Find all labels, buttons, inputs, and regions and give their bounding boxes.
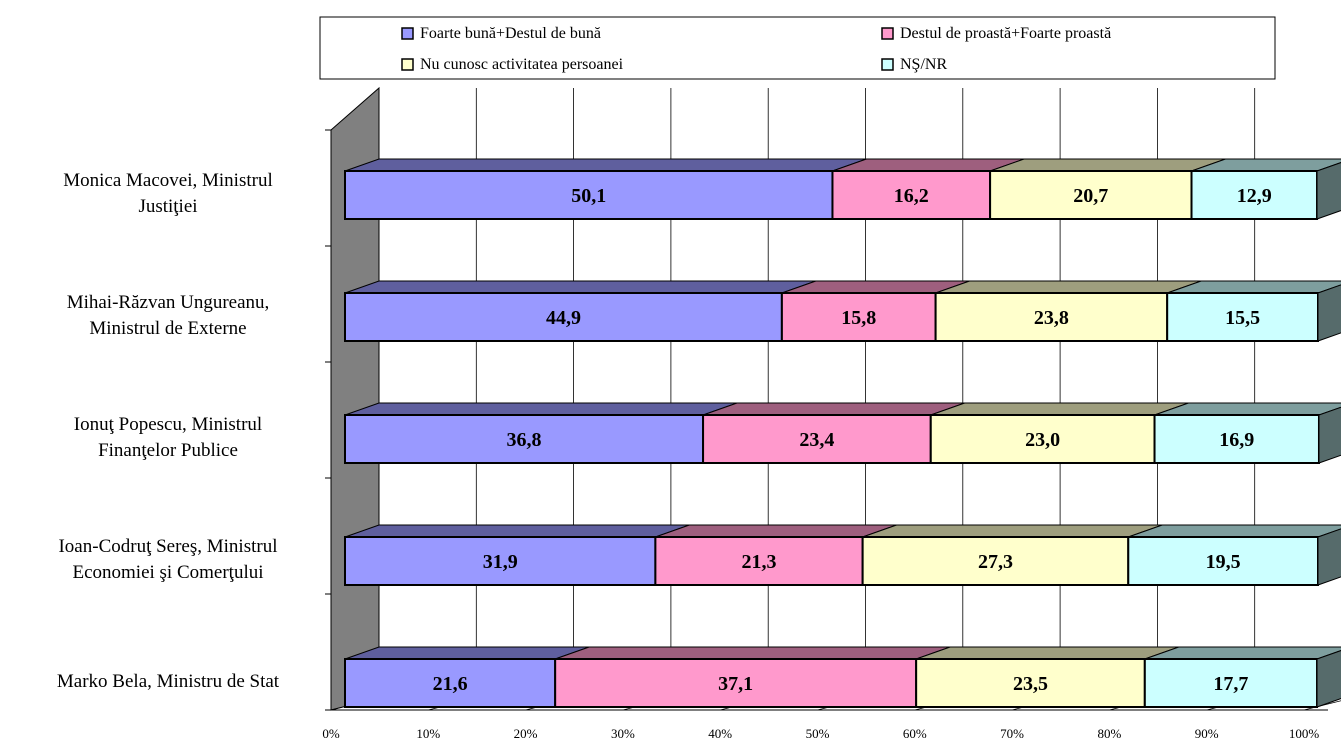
- bar-segment: [780, 292, 937, 342]
- bar-segment: [654, 536, 864, 586]
- legend-label: Destul de proastă+Foarte proastă: [900, 25, 1111, 42]
- data-label: 23,5: [1013, 673, 1048, 695]
- legend-box: [319, 16, 1276, 80]
- x-tick-label: 100%: [1289, 726, 1320, 741]
- x-tick-label: 60%: [903, 726, 927, 741]
- bar-segment: [344, 292, 783, 342]
- bar-segment: [831, 170, 992, 220]
- category-label: Justiţiei: [138, 196, 197, 217]
- bar-top-face: [555, 646, 951, 660]
- bar-top-face: [344, 158, 867, 172]
- bar-top-face: [1144, 646, 1341, 660]
- data-label: 44,9: [546, 307, 581, 329]
- bar-top-face: [862, 524, 1163, 538]
- bar-segment: [1166, 292, 1320, 342]
- x-tick-label: 20%: [514, 726, 538, 741]
- legend-swatch: [401, 58, 414, 71]
- data-label: 21,3: [742, 551, 777, 573]
- bar-top-face: [915, 646, 1179, 660]
- bar-segment: [915, 658, 1146, 708]
- bar-side-face: [1316, 162, 1341, 220]
- bar-segment: [554, 658, 918, 708]
- x-tick-label: 30%: [611, 726, 635, 741]
- category-label: Ionuţ Popescu, Ministrul: [74, 414, 262, 435]
- data-label: 23,8: [1034, 307, 1069, 329]
- category-label: Economiei şi Comerţului: [72, 562, 263, 583]
- bar-side-face: [1318, 406, 1341, 464]
- bar-top-face: [930, 402, 1189, 416]
- bar-segment: [1190, 170, 1319, 220]
- bar-segment: [861, 536, 1130, 586]
- bar-segment: [702, 414, 932, 464]
- x-tick-label: 0%: [322, 726, 340, 741]
- data-label: 36,8: [507, 429, 542, 451]
- data-label: 16,9: [1219, 429, 1254, 451]
- legend-swatch: [401, 27, 414, 40]
- bar-segment: [1153, 414, 1320, 464]
- x-tick-label: 70%: [1000, 726, 1024, 741]
- data-label: 17,7: [1213, 673, 1248, 695]
- category-label: Monica Macovei, Ministrul: [63, 170, 273, 191]
- legend-label: Nu cunosc activitatea persoanei: [420, 56, 624, 73]
- data-label: 23,0: [1025, 429, 1060, 451]
- bar-top-face: [1154, 402, 1341, 416]
- data-label: 21,6: [433, 673, 468, 695]
- legend-label: NŞ/NR: [900, 56, 947, 73]
- data-label: 37,1: [718, 673, 753, 695]
- data-label: 23,4: [799, 429, 834, 451]
- bar-top-face: [344, 646, 590, 660]
- bar-segment: [929, 414, 1156, 464]
- x-tick-label: 10%: [416, 726, 440, 741]
- bar-segment: [1143, 658, 1319, 708]
- category-label: Marko Bela, Ministru de Stat: [57, 671, 280, 692]
- x-tick-label: 90%: [1195, 726, 1219, 741]
- x-tick-label: 40%: [708, 726, 732, 741]
- data-label: 31,9: [483, 551, 518, 573]
- data-label: 15,5: [1225, 307, 1260, 329]
- x-tick-label: 80%: [1097, 726, 1121, 741]
- bar-segment: [1127, 536, 1320, 586]
- legend-swatch: [881, 27, 894, 40]
- bar-top-face: [989, 158, 1226, 172]
- bar-top-face: [655, 524, 897, 538]
- data-label: 15,8: [841, 307, 876, 329]
- category-label: Mihai-Răzvan Ungureanu,: [67, 292, 270, 313]
- x-tick-label: 50%: [806, 726, 830, 741]
- data-label: 27,3: [978, 551, 1013, 573]
- data-label: 20,7: [1073, 185, 1108, 207]
- bar-top-face: [702, 402, 965, 416]
- bar-top-face: [344, 402, 738, 416]
- category-label: Ministrul de Externe: [89, 318, 246, 339]
- category-label: Ioan-Codruţ Sereş, Ministrul: [58, 536, 277, 557]
- bar-top-face: [344, 524, 690, 538]
- data-label: 50,1: [571, 185, 606, 207]
- bar-top-face: [1128, 524, 1341, 538]
- bar-segment: [344, 536, 657, 586]
- bar-side-face: [1316, 650, 1341, 708]
- bar-segment: [934, 292, 1169, 342]
- category-label: Finanţelor Publice: [98, 440, 238, 461]
- legend-label: Foarte bună+Destul de bună: [420, 25, 601, 42]
- bar-segment: [989, 170, 1193, 220]
- data-label: 16,2: [894, 185, 929, 207]
- legend-swatch: [881, 58, 894, 71]
- bar-top-face: [344, 280, 817, 294]
- bar-top-face: [935, 280, 1202, 294]
- data-label: 12,9: [1237, 185, 1272, 207]
- data-label: 19,5: [1206, 551, 1241, 573]
